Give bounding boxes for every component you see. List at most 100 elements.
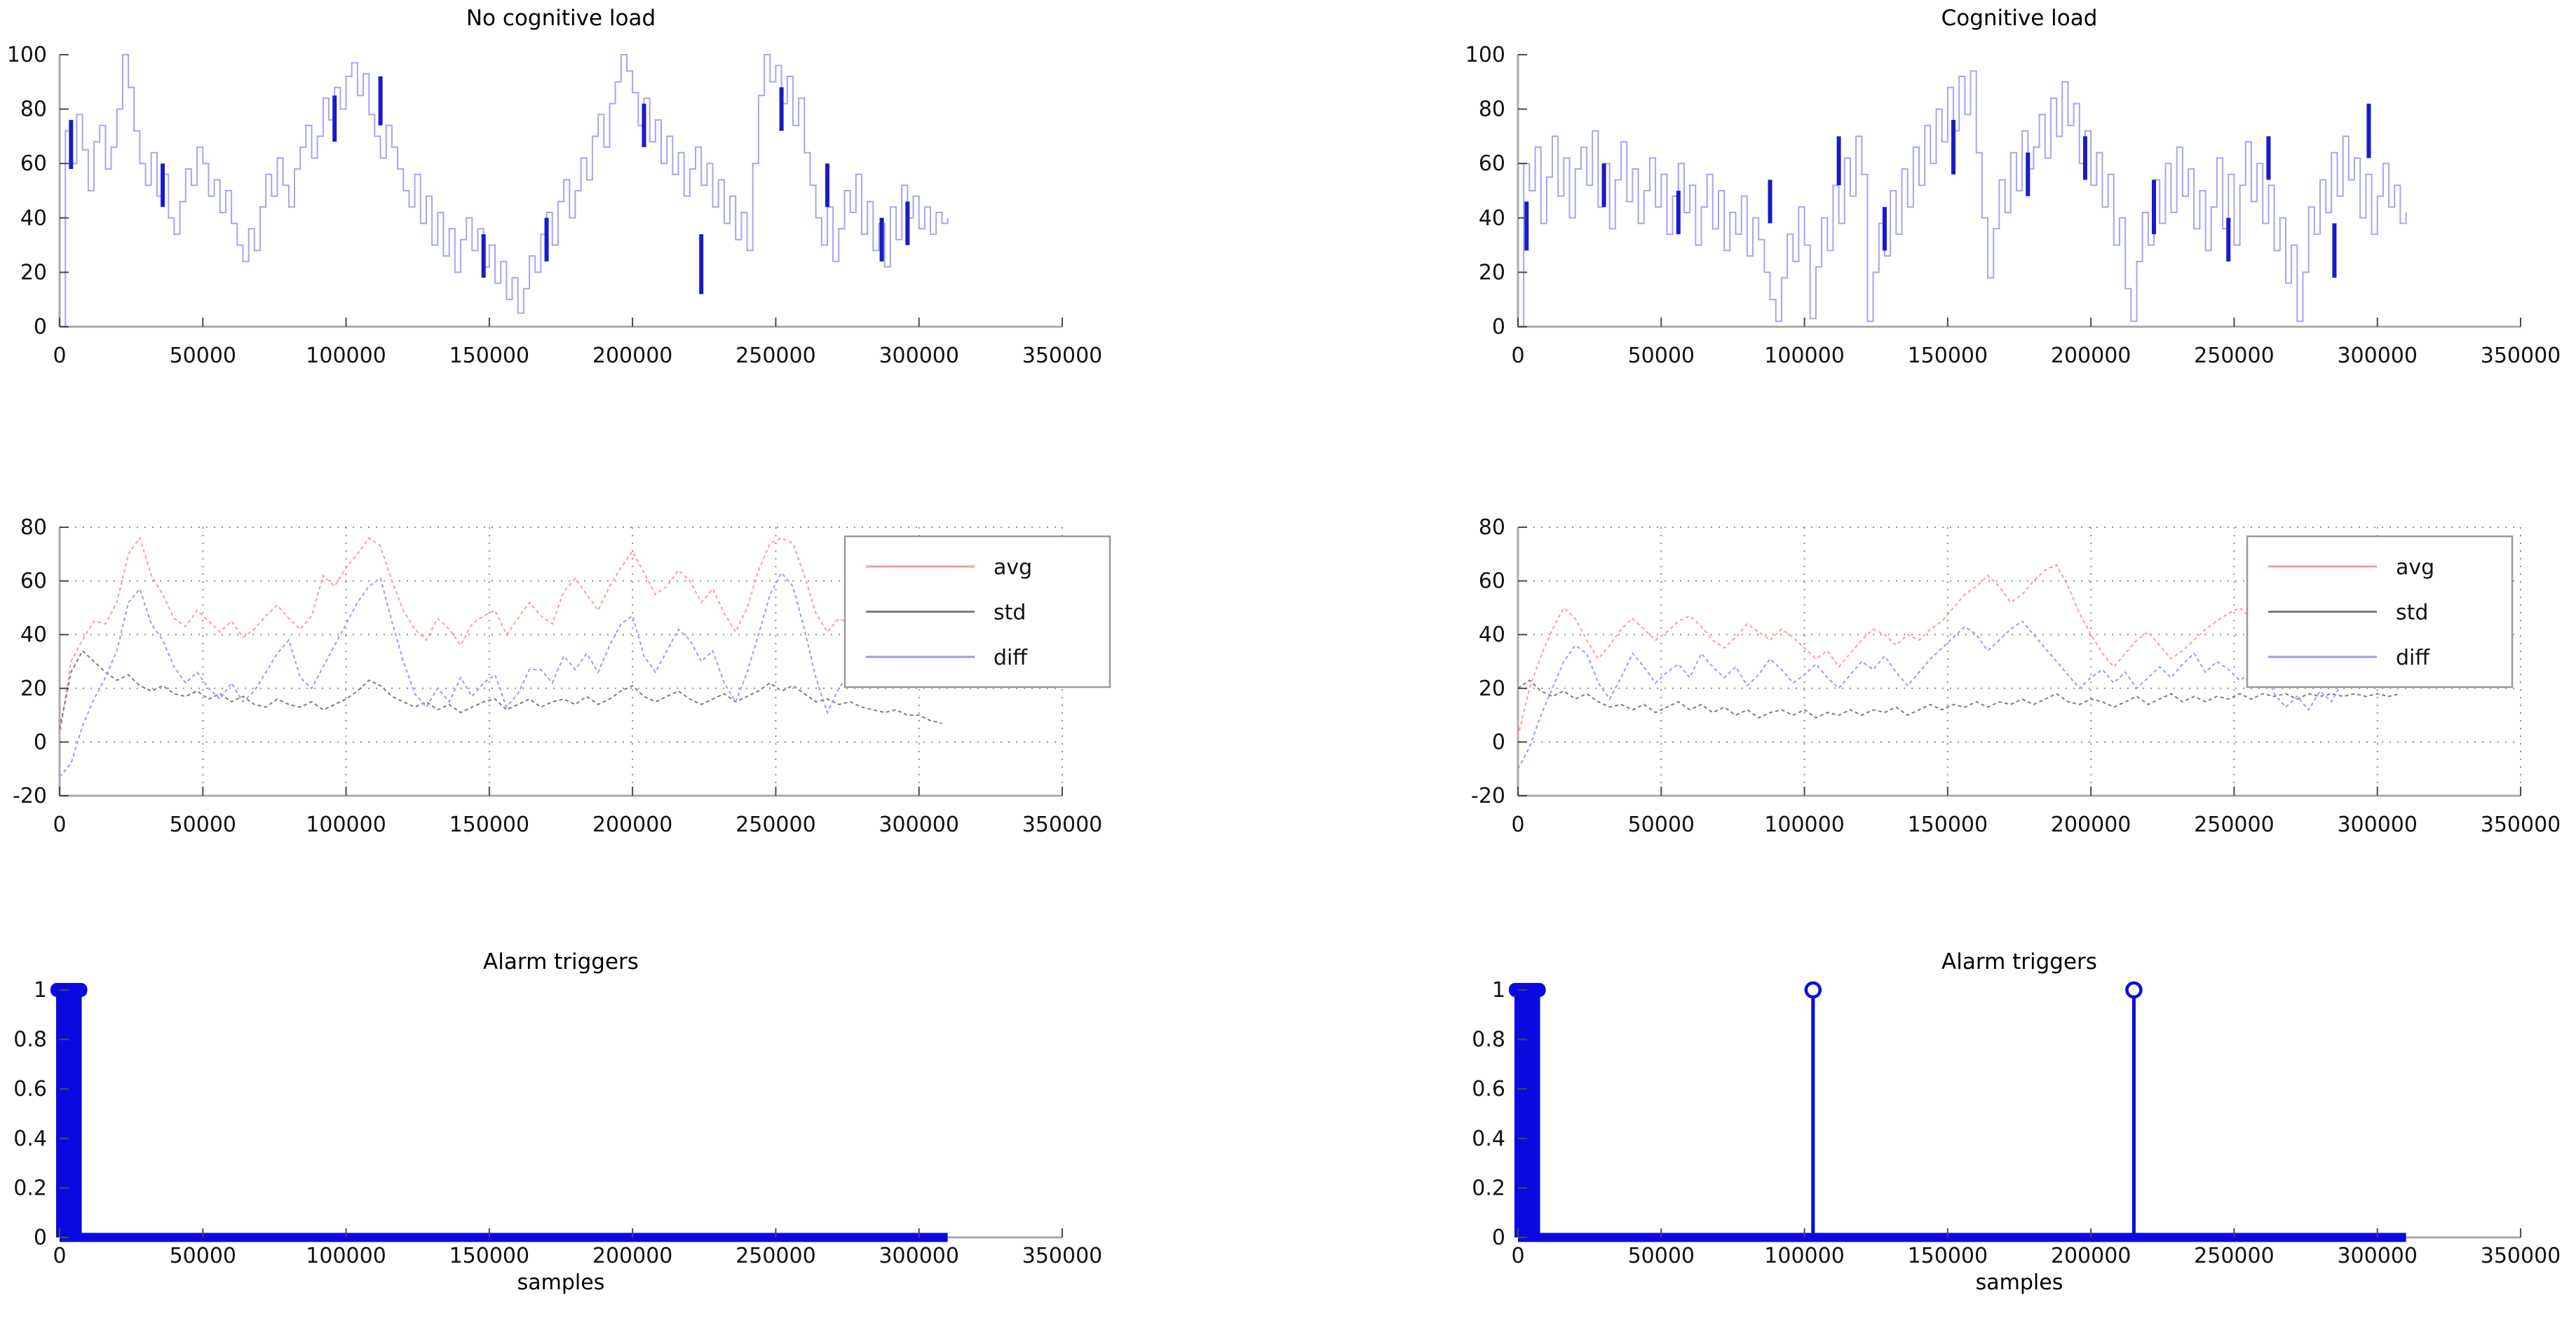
x-tick-label: 150000 <box>449 813 530 837</box>
x-tick-label: 150000 <box>449 1244 530 1268</box>
y-tick-label: 20 <box>20 677 47 701</box>
x-tick-label: 0 <box>53 813 66 837</box>
y-tick-label: 40 <box>20 623 47 647</box>
series-signal <box>1518 70 2407 327</box>
x-tick-label: 250000 <box>2194 344 2275 368</box>
y-tick-label: 100 <box>7 43 47 67</box>
series-group <box>60 54 949 327</box>
x-tick-label: 100000 <box>306 344 386 368</box>
grid <box>60 527 1063 796</box>
series-avg <box>59 536 942 737</box>
axes <box>58 55 1062 328</box>
y-tick-label: 20 <box>1479 677 1505 701</box>
y-tick-label: 0 <box>34 315 47 339</box>
x-tick-label: 150000 <box>449 344 530 368</box>
y-tick-label: 20 <box>20 260 47 285</box>
legend-label-diff: diff <box>994 646 1028 670</box>
stem-initial-block <box>56 990 82 1237</box>
x-tick-label: 100000 <box>1764 813 1845 837</box>
x-tick-label: 350000 <box>2481 1244 2561 1268</box>
ticks: 0 50000 100000 150000 200000 250000 300000 3500… <box>1471 515 2561 837</box>
x-tick-label: 150000 <box>1908 813 1988 837</box>
y-tick-label: 0.6 <box>1472 1077 1505 1101</box>
axes <box>1517 527 2521 797</box>
x-tick-label: 250000 <box>2194 813 2275 837</box>
legend-label-std: std <box>994 601 1026 625</box>
x-tick-label: 100000 <box>1764 344 1845 368</box>
axes <box>1517 990 2521 1239</box>
chart-title-alarm-triggers-right: Alarm triggers <box>1941 949 2097 975</box>
x-tick-label: 350000 <box>1022 344 1103 368</box>
y-tick-label: 40 <box>1479 623 1505 647</box>
ticks: 0 50000 100000 150000 200000 250000 300000 3500… <box>13 978 1102 1268</box>
ticks: 0 50000 100000 150000 200000 250000 300000 3500… <box>13 515 1102 837</box>
y-tick-label: -20 <box>13 784 47 808</box>
series-group <box>1518 70 2407 327</box>
y-tick-label: 0.8 <box>13 1028 47 1052</box>
x-tick-label: 350000 <box>1022 1244 1103 1268</box>
series-avg <box>1517 564 2401 737</box>
x-tick-label: 0 <box>53 344 66 368</box>
x-tick-label: 300000 <box>879 1244 959 1268</box>
x-tick-label: 50000 <box>1628 813 1695 837</box>
stem-initial-block-markers <box>50 983 88 997</box>
stem-group <box>50 983 948 1242</box>
x-tick-label: 200000 <box>592 1244 673 1268</box>
y-tick-label: 0.2 <box>13 1176 47 1200</box>
legend: avg std diff <box>2246 535 2514 688</box>
y-tick-label: 0.4 <box>1472 1127 1505 1151</box>
x-tick-label: 300000 <box>879 813 959 837</box>
y-tick-label: 20 <box>1479 260 1505 285</box>
y-tick-label: 0.6 <box>13 1077 47 1101</box>
ticks: 0 50000 100000 150000 200000 250000 300000 3500… <box>1465 43 2561 368</box>
ticks: 0 50000 100000 150000 200000 250000 300000 3500… <box>1472 978 2561 1268</box>
x-tick-label: 250000 <box>735 1244 816 1268</box>
x-tick-label: 50000 <box>170 344 236 368</box>
x-tick-label: 50000 <box>1628 344 1695 368</box>
y-tick-label: 0 <box>34 730 47 754</box>
x-tick-label: 200000 <box>2051 1244 2131 1268</box>
y-tick-label: 1 <box>1492 978 1505 1003</box>
y-tick-label: -20 <box>1471 784 1505 808</box>
chart-title-alarm-triggers-left: Alarm triggers <box>483 949 639 975</box>
x-tick-label: 0 <box>1511 1244 1524 1268</box>
x-tick-label: 200000 <box>2051 813 2131 837</box>
y-tick-label: 60 <box>1479 151 1505 176</box>
chart-title-no-cognitive-load: No cognitive load <box>466 6 656 31</box>
legend-label-avg: avg <box>2396 555 2434 580</box>
y-tick-label: 60 <box>20 151 47 176</box>
legend-label-diff: diff <box>2396 646 2430 670</box>
x-tick-label: 350000 <box>2481 813 2561 837</box>
series-signal <box>60 54 949 327</box>
y-tick-label: 80 <box>20 515 47 540</box>
y-tick-label: 80 <box>20 97 47 122</box>
x-axis-label-samples-left: samples <box>517 1270 605 1295</box>
x-tick-label: 200000 <box>2051 344 2131 368</box>
stem-initial-block-markers <box>1509 983 1546 997</box>
stem-trigger-marker <box>1804 981 1822 999</box>
y-tick-label: 40 <box>20 206 47 231</box>
x-tick-label: 0 <box>53 1244 66 1268</box>
y-tick-label: 0 <box>1492 730 1505 754</box>
x-tick-label: 50000 <box>170 1244 236 1268</box>
chart-title-cognitive-load: Cognitive load <box>1941 6 2098 31</box>
x-tick-label: 50000 <box>1628 1244 1695 1268</box>
axes <box>1517 55 2521 328</box>
y-tick-label: 0.8 <box>1472 1028 1505 1052</box>
x-tick-label: 150000 <box>1908 344 1988 368</box>
x-tick-label: 200000 <box>592 344 673 368</box>
y-tick-label: 60 <box>1479 569 1505 594</box>
y-tick-label: 40 <box>1479 206 1505 231</box>
axes <box>58 527 1062 797</box>
x-tick-label: 200000 <box>592 813 673 837</box>
ticks: 0 50000 100000 150000 200000 250000 300000 3500… <box>7 43 1103 368</box>
y-tick-label: 80 <box>1479 97 1505 122</box>
x-tick-label: 100000 <box>306 1244 386 1268</box>
